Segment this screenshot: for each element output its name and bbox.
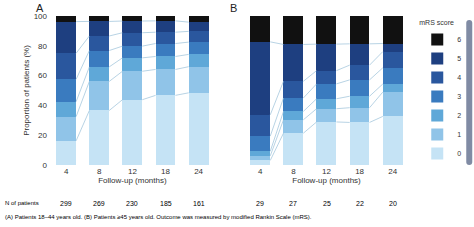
svg-text:185: 185 — [160, 200, 172, 207]
svg-text:80: 80 — [38, 42, 47, 51]
svg-text:Proportion of patients (%): Proportion of patients (%) — [22, 45, 31, 136]
svg-text:mRS score: mRS score — [419, 19, 454, 26]
svg-text:Follow-up (months): Follow-up (months) — [98, 176, 167, 185]
svg-text:12: 12 — [128, 167, 137, 176]
svg-text:161: 161 — [193, 200, 205, 207]
svg-text:24: 24 — [388, 167, 397, 176]
svg-text:18: 18 — [161, 167, 170, 176]
svg-text:230: 230 — [126, 200, 138, 207]
svg-text:20: 20 — [389, 200, 397, 207]
svg-text:(A) Patients 18–44 years old.: (A) Patients 18–44 years old. (B) Patien… — [5, 214, 312, 220]
svg-text:3: 3 — [457, 93, 461, 100]
svg-text:269: 269 — [93, 200, 105, 207]
svg-text:8: 8 — [97, 167, 102, 176]
svg-text:Follow-up (months): Follow-up (months) — [292, 176, 361, 185]
svg-text:4: 4 — [457, 74, 461, 81]
svg-text:18: 18 — [355, 167, 364, 176]
svg-text:12: 12 — [322, 167, 331, 176]
svg-text:0: 0 — [457, 150, 461, 157]
svg-text:8: 8 — [291, 167, 296, 176]
svg-text:4: 4 — [64, 167, 69, 176]
svg-text:20: 20 — [38, 131, 47, 140]
svg-text:B: B — [230, 2, 237, 14]
svg-text:A: A — [36, 2, 44, 14]
svg-text:1: 1 — [457, 131, 461, 138]
svg-text:6: 6 — [457, 36, 461, 43]
svg-text:22: 22 — [356, 200, 364, 207]
svg-text:5: 5 — [457, 55, 461, 62]
svg-text:299: 299 — [60, 200, 72, 207]
svg-text:100: 100 — [34, 12, 48, 21]
svg-text:2: 2 — [457, 112, 461, 119]
svg-text:27: 27 — [289, 200, 297, 207]
svg-text:29: 29 — [256, 200, 264, 207]
svg-text:24: 24 — [194, 167, 203, 176]
svg-text:40: 40 — [38, 101, 47, 110]
svg-text:0: 0 — [43, 161, 48, 170]
svg-text:4: 4 — [258, 167, 263, 176]
svg-text:60: 60 — [38, 71, 47, 80]
svg-text:25: 25 — [323, 200, 331, 207]
svg-text:N of patients: N of patients — [5, 200, 39, 206]
